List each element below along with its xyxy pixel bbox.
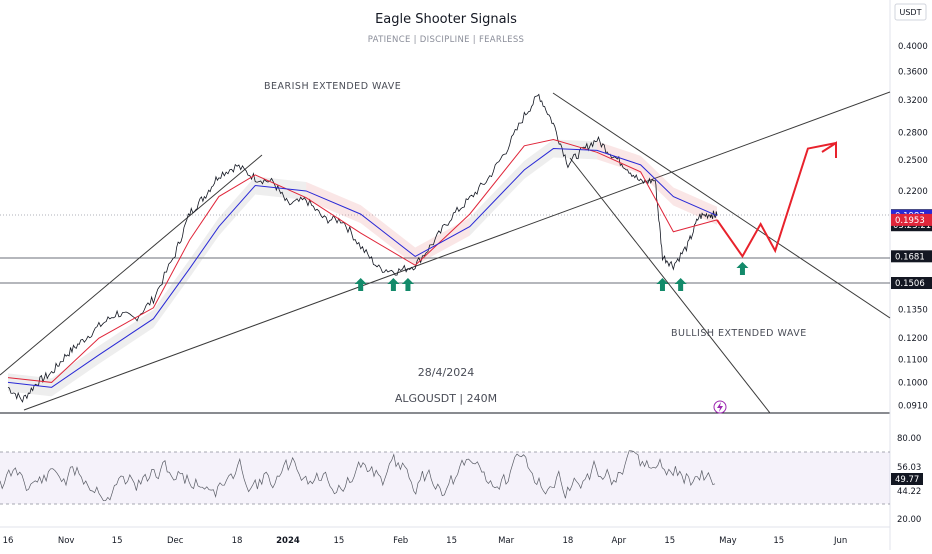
symbol-label: ALGOUSDT | 240M [395,392,497,405]
lightning-icon[interactable] [713,400,727,414]
y-tick-label: 0.1000 [898,378,928,388]
up-arrow-icon [736,262,749,275]
price-tag: 0.1506 [891,277,932,289]
currency-label: USDT [900,8,922,17]
projection-arrowhead [821,141,837,158]
oscillator-ticks: 80.00 56.03 49.77 44.22 20.00 [891,434,923,525]
price-tag: 0.1681 [891,250,932,263]
fast-ma-line [7,138,718,383]
channel-lower-line [23,91,891,411]
price-tag-value: 0.1506 [895,279,925,289]
x-tick-label: 18 [232,536,243,546]
x-tick-label: Jun [833,536,847,546]
y-tick-label: 0.1200 [898,334,928,344]
date-label: 28/4/2024 [418,366,474,379]
bullish-wave-label: BULLISH EXTENDED WAVE [671,328,807,339]
x-tick-label: 18 [563,536,574,546]
arrows-layer [354,262,749,291]
x-tick-label: Dec [167,536,184,546]
x-tick-label: Feb [393,536,408,546]
x-tick-label: 16 [3,536,14,546]
oscillator-line [0,450,716,502]
grid-separator [0,0,891,550]
bearish-wave-label: BEARISH EXTENDED WAVE [264,81,401,92]
price-tag-value: 0.1953 [895,216,925,226]
slow-ma-line [7,148,718,388]
series-layer [7,93,718,403]
up-arrow-icon [674,278,687,291]
chart-title: Eagle Shooter Signals [375,12,517,27]
price-tag: 0.1953 [891,213,932,226]
y-tick-label: 0.2200 [898,187,928,197]
bear-channel-lower-line [569,157,771,414]
oscillator-tick-label: 20.00 [897,515,921,525]
y-tick-label: 0.1100 [898,355,928,365]
price-tag-bg [891,213,932,226]
oscillator-layer [0,450,716,502]
ichimoku-clouds [8,139,717,397]
price-tag-bg [891,250,932,263]
x-tick-label: 15 [112,536,123,546]
chart-subtitle: PATIENCE | DISCIPLINE | FEARLESS [368,35,524,45]
x-tick-label: 15 [446,536,457,546]
x-axis-ticks: 16 Nov 15 Dec 18 2024 15 Feb 15 Mar 18 Apr 15 May 15 Ju… [3,536,848,546]
oscillator-band [0,452,890,504]
price-tag-countdown: 03:23:21 [893,221,931,231]
trendlines [0,91,891,414]
x-tick-label: Mar [498,536,515,546]
x-tick-label: May [719,536,737,546]
price-tag-value: 0.1681 [895,252,925,262]
oscillator-tick-label: 44.22 [897,487,921,497]
price-tag-bg [891,277,932,289]
y-tick-label: 0.4000 [898,42,928,52]
channel-upper-line [0,154,263,376]
y-tick-label: 0.1350 [898,306,928,316]
up-arrow-icon [354,278,367,291]
y-tick-label: 0.3600 [898,67,928,77]
y-tick-label: 0.0910 [898,401,928,411]
x-tick-label: 2024 [276,536,300,546]
up-arrow-icon [387,278,400,291]
price-line [7,93,718,403]
x-tick-label: 15 [333,536,344,546]
y-tick-label: 0.3200 [898,96,928,106]
y-axis-ticks: 0.4000 0.3600 0.3200 0.2800 0.2500 0.2200 0.13… [898,42,928,411]
x-tick-label: 15 [664,536,675,546]
x-tick-label: 15 [773,536,784,546]
oscillator-tag-bg [891,473,923,485]
bear-channel-upper-line [552,92,891,319]
oscillator-tick-label: 80.00 [897,434,921,444]
oscillator-value-tag: 49.77 [891,473,923,485]
up-arrow-icon [656,278,669,291]
oscillator-tag-value: 49.77 [895,475,919,485]
oscillator-tick-label: 56.03 [897,463,921,473]
x-tick-label: Nov [58,536,75,546]
x-tick-label: Apr [611,536,626,546]
y-tick-label: 0.2500 [898,156,928,166]
y-tick-label: 0.2800 [898,128,928,138]
projection-path [716,142,837,259]
currency-badge[interactable]: USDT [894,3,927,21]
up-arrow-icon [401,278,414,291]
